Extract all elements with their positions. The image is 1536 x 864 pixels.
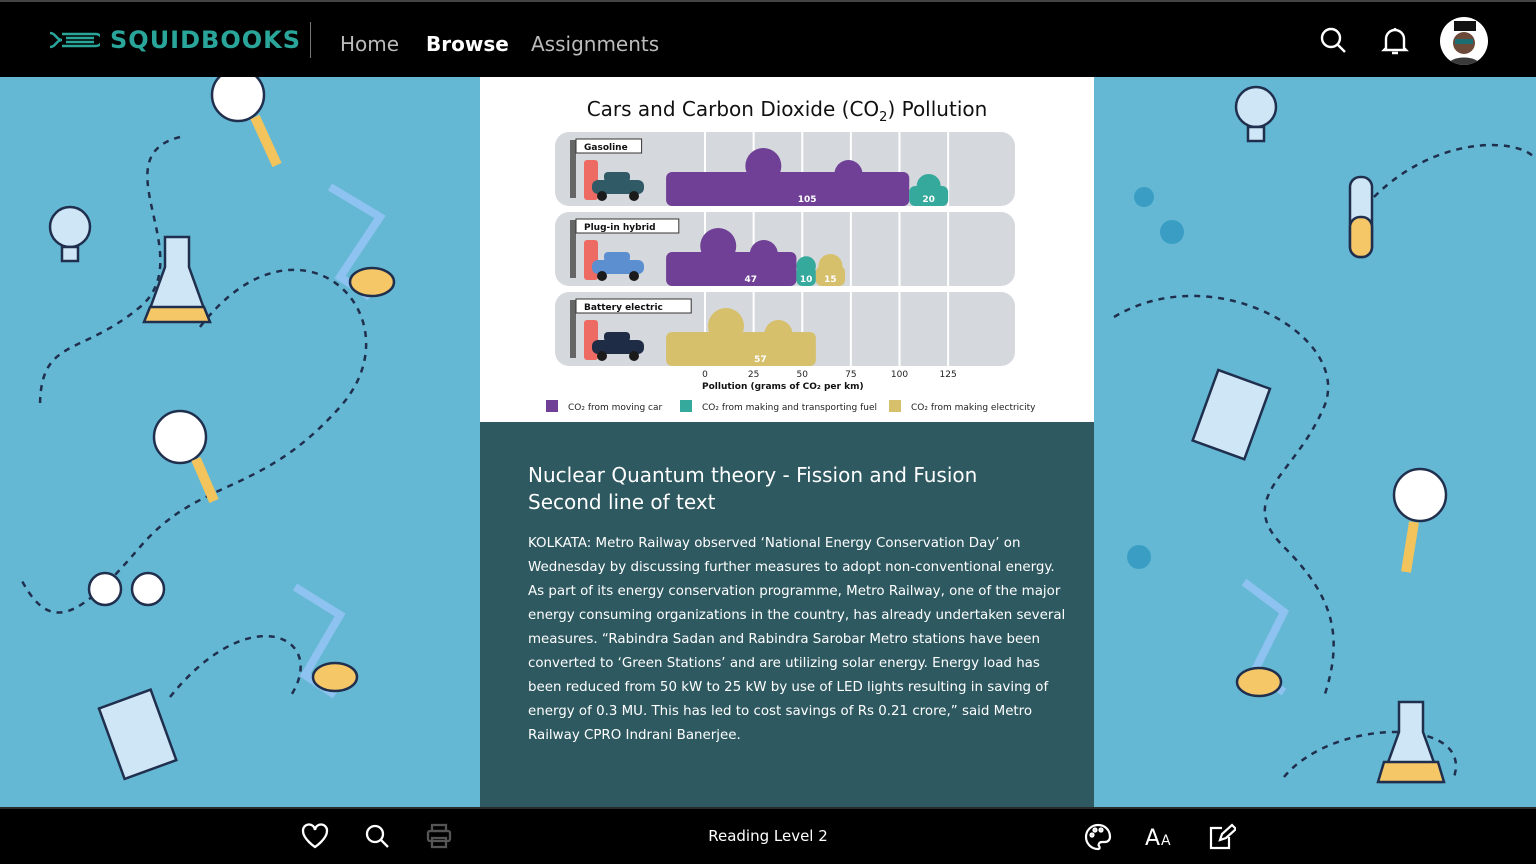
squid-logo-icon bbox=[49, 31, 100, 49]
nav-assignments[interactable]: Assignments bbox=[531, 32, 660, 56]
car-icon bbox=[592, 260, 644, 274]
cloud-bump bbox=[764, 320, 793, 348]
car-wheel bbox=[629, 191, 639, 201]
fuel-pump-icon bbox=[584, 320, 598, 360]
cloud-bump bbox=[916, 174, 941, 198]
legend-label: CO₂ from making electricity bbox=[911, 403, 1036, 413]
chart-figure: Cars and Carbon Dioxide (CO2) Pollution … bbox=[480, 77, 1094, 422]
co2-chart: Gasoline 105 20 Plug-in hybrid 47 10 15 Battery… bbox=[546, 132, 1036, 413]
search-icon[interactable] bbox=[364, 823, 390, 849]
x-tick-label: 100 bbox=[891, 370, 908, 380]
car-roof bbox=[604, 172, 630, 182]
stacked-bar-segment bbox=[666, 332, 816, 366]
nav-browse[interactable]: Browse bbox=[426, 32, 509, 56]
legend-swatch bbox=[546, 400, 558, 412]
bell-icon[interactable] bbox=[1381, 26, 1409, 56]
chart-title-subscript: 2 bbox=[879, 110, 888, 125]
cloud-bump bbox=[834, 160, 863, 188]
category-label-box bbox=[575, 298, 692, 314]
data-label: 47 bbox=[744, 275, 757, 285]
car-wheel bbox=[629, 271, 639, 281]
heart-icon[interactable] bbox=[301, 823, 329, 849]
cloud-bump bbox=[818, 254, 843, 278]
chart-title: Cars and Carbon Dioxide (CO2) Pollution bbox=[480, 97, 1094, 125]
palette-icon[interactable] bbox=[1084, 823, 1112, 851]
data-label: 57 bbox=[754, 355, 767, 365]
car-roof bbox=[604, 332, 630, 342]
fuel-station-post bbox=[570, 220, 576, 278]
x-tick-label: 125 bbox=[940, 370, 957, 380]
brand-name: SQUIDBOOKS bbox=[110, 26, 302, 54]
search-icon[interactable] bbox=[1319, 26, 1347, 54]
car-wheel bbox=[597, 191, 607, 201]
fuel-station-post bbox=[570, 140, 576, 198]
legend-swatch bbox=[680, 400, 692, 412]
data-label: 20 bbox=[922, 195, 935, 205]
article-title: Nuclear Quantum theory - Fission and Fus… bbox=[528, 462, 977, 516]
car-roof bbox=[604, 252, 630, 262]
chart-title-end: ) Pollution bbox=[887, 97, 988, 121]
x-tick-label: 25 bbox=[748, 370, 759, 380]
decorative-background-left bbox=[0, 77, 480, 807]
x-tick-label: 75 bbox=[845, 370, 856, 380]
science-doodles-illustration bbox=[1113, 85, 1535, 784]
car-wheel bbox=[597, 351, 607, 361]
category-label-box bbox=[575, 218, 680, 234]
print-icon[interactable] bbox=[426, 823, 452, 849]
car-wheel bbox=[597, 271, 607, 281]
x-tick-label: 0 bbox=[702, 370, 708, 380]
nav-home[interactable]: Home bbox=[340, 32, 400, 56]
category-label: Battery electric bbox=[584, 303, 663, 313]
article: Nuclear Quantum theory - Fission and Fus… bbox=[480, 422, 1094, 807]
category-label: Plug-in hybrid bbox=[584, 223, 656, 233]
data-label: 10 bbox=[800, 275, 813, 285]
article-title-line-1: Nuclear Quantum theory - Fission and Fus… bbox=[528, 463, 978, 487]
stacked-bar-segment bbox=[666, 172, 910, 206]
svg-text:A: A bbox=[1145, 826, 1160, 849]
brand-logo[interactable]: SQUIDBOOKS bbox=[48, 26, 301, 54]
car-icon bbox=[592, 180, 644, 194]
top-nav-bar: SQUIDBOOKS Home Browse Assignments bbox=[0, 0, 1536, 77]
car-wheel bbox=[629, 351, 639, 361]
cloud-bump bbox=[749, 240, 778, 268]
legend-label: CO₂ from making and transporting fuel bbox=[702, 403, 877, 413]
cloud-bump bbox=[796, 256, 816, 276]
reading-level: Reading Level 2 bbox=[708, 827, 828, 845]
x-tick-label: 50 bbox=[797, 370, 809, 380]
category-label-box bbox=[575, 138, 643, 154]
data-label: 15 bbox=[824, 275, 837, 285]
reader-content: Cars and Carbon Dioxide (CO2) Pollution … bbox=[480, 77, 1094, 807]
fuel-pump-icon bbox=[584, 160, 598, 200]
chart-title-text: Cars and Carbon Dioxide (CO bbox=[586, 97, 880, 121]
decorative-background-right bbox=[1094, 77, 1536, 807]
cloud-bump bbox=[700, 228, 737, 264]
data-label: 105 bbox=[798, 195, 817, 205]
svg-text:A: A bbox=[1161, 833, 1171, 849]
legend-swatch bbox=[889, 400, 901, 412]
edit-note-icon[interactable] bbox=[1208, 823, 1236, 851]
article-title-line-2: Second line of text bbox=[528, 490, 716, 514]
legend-label: CO₂ from moving car bbox=[568, 403, 662, 413]
nav-divider bbox=[310, 22, 311, 58]
x-axis-label: Pollution (grams of CO₂ per km) bbox=[702, 382, 864, 392]
cloud-bump bbox=[745, 148, 782, 184]
fuel-pump-icon bbox=[584, 240, 598, 280]
category-label: Gasoline bbox=[584, 143, 628, 153]
science-doodles-illustration bbox=[18, 77, 396, 781]
car-icon bbox=[592, 340, 644, 354]
article-body: KOLKATA: Metro Railway observed ‘Nationa… bbox=[528, 536, 1066, 743]
cloud-bump bbox=[708, 308, 745, 344]
avatar[interactable] bbox=[1440, 17, 1488, 65]
fuel-station-post bbox=[570, 300, 576, 358]
